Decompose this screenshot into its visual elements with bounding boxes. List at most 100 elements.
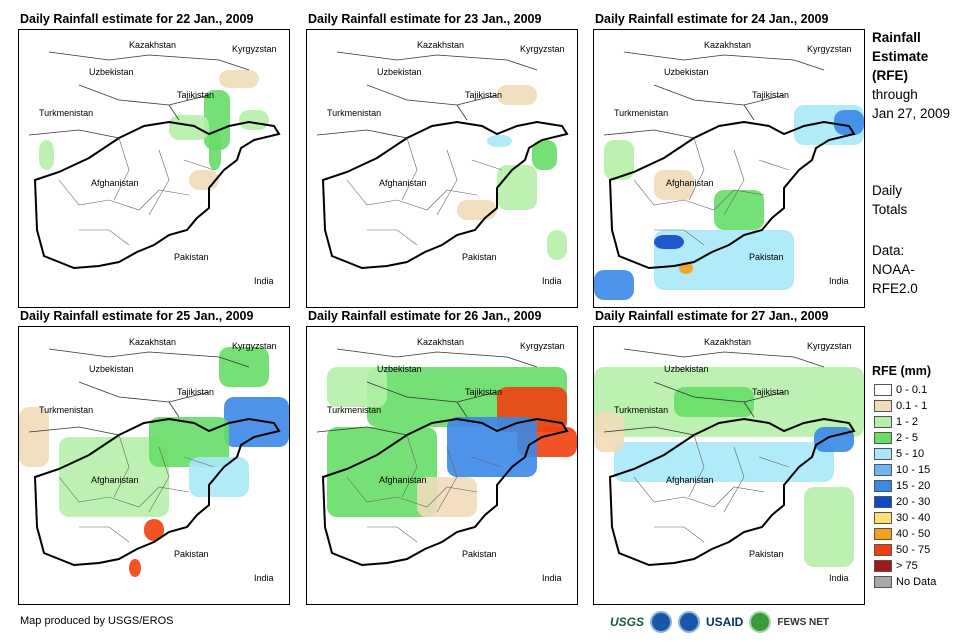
legend-item: 2 - 5: [874, 432, 919, 445]
country-label-kyrgyzstan: Kyrgyzstan: [807, 341, 852, 351]
panel-title-3: Daily Rainfall estimate for 24 Jan., 200…: [595, 12, 829, 26]
country-label-kyrgyzstan: Kyrgyzstan: [520, 44, 565, 54]
legend-swatch: [874, 448, 892, 461]
rainfall-area: [532, 140, 557, 170]
legend-swatch: [874, 576, 892, 589]
rainfall-area: [654, 230, 794, 290]
panel-title-4: Daily Rainfall estimate for 25 Jan., 200…: [20, 309, 254, 323]
map-panel-26jan: Kazakhstan Kyrgyzstan Uzbekistan Tajikistan…: [306, 326, 578, 605]
panel-title-6: Daily Rainfall estimate for 27 Jan., 200…: [595, 309, 829, 323]
rainfall-area: [219, 70, 259, 88]
legend-swatch: [874, 432, 892, 445]
legend-item: > 75: [874, 560, 918, 573]
rainfall-area: [714, 190, 764, 230]
country-borders: [316, 51, 538, 139]
partner-logos: USGS USAID FEWS NET: [610, 610, 829, 634]
rainfall-area: [594, 270, 634, 300]
panel-title-1: Daily Rainfall estimate for 22 Jan., 200…: [20, 12, 254, 26]
province-borders: [346, 434, 503, 543]
country-borders: [603, 348, 825, 436]
sidebar-through: through Jan 27, 2009: [872, 87, 951, 121]
country-label-afghanistan: Afghanistan: [379, 475, 427, 485]
country-label-kazakhstan: Kazakhstan: [417, 40, 465, 50]
country-label-kazakhstan: Kazakhstan: [417, 337, 465, 347]
rainfall-map: [594, 348, 864, 567]
rainfall-area: [239, 110, 269, 130]
afghanistan-border: [33, 120, 281, 270]
afghanistan-border: [321, 120, 569, 270]
province-borders: [633, 434, 790, 543]
country-label-pakistan: Pakistan: [174, 549, 209, 559]
legend-item: 30 - 40: [874, 512, 931, 525]
rainfall-area: [224, 397, 289, 447]
panel-title-5: Daily Rainfall estimate for 26 Jan., 200…: [308, 309, 542, 323]
country-borders: [28, 348, 250, 436]
country-borders: [316, 348, 538, 436]
country-label-kazakhstan: Kazakhstan: [129, 40, 177, 50]
rainfall-area: [497, 85, 537, 105]
rainfall-area: [209, 130, 221, 170]
rainfall-area: [547, 230, 567, 260]
country-label-kyrgyzstan: Kyrgyzstan: [520, 341, 565, 351]
rainfall-area: [654, 235, 684, 249]
rainfall-area: [457, 200, 497, 220]
legend-label: 50 - 75: [896, 544, 931, 556]
usgs-logo: USGS: [610, 615, 645, 629]
country-label-pakistan: Pakistan: [749, 549, 784, 559]
country-label-india: India: [254, 276, 274, 286]
country-label-india: India: [542, 276, 562, 286]
rainfall-area: [327, 427, 437, 517]
country-label-uzbekistan: Uzbekistan: [89, 364, 134, 374]
country-label-turkmenistan: Turkmenistan: [39, 405, 94, 415]
rainfall-map: [594, 51, 864, 300]
map-panel-24jan: Kazakhstan Kyrgyzstan Uzbekistan Tajikistan…: [593, 29, 865, 308]
country-label-india: India: [829, 276, 849, 286]
rainfall-area: [189, 457, 249, 497]
sidebar-title: Rainfall Estimate (RFE): [872, 30, 929, 83]
country-label-tajikistan: Tajikistan: [752, 387, 790, 397]
legend-label: 0.1 - 1: [896, 400, 928, 412]
legend-label: 30 - 40: [896, 512, 931, 524]
country-label-kyrgyzstan: Kyrgyzstan: [807, 44, 852, 54]
legend-item: 0.1 - 1: [874, 400, 928, 413]
province-borders: [633, 137, 790, 246]
country-borders: [28, 51, 250, 139]
legend-label: 15 - 20: [896, 480, 931, 492]
rainfall-area: [814, 427, 854, 452]
country-label-tajikistan: Tajikistan: [752, 90, 790, 100]
afghanistan-border: [608, 417, 856, 567]
rainfall-area: [654, 170, 694, 200]
country-label-tajikistan: Tajikistan: [465, 90, 503, 100]
rainfall-map: [316, 51, 569, 270]
rainfall-area: [169, 115, 209, 140]
rainfall-area: [149, 417, 229, 467]
sidebar-data-source: Data: NOAA- RFE2.0: [872, 243, 918, 296]
country-label-india: India: [254, 573, 274, 583]
province-borders: [346, 137, 503, 246]
country-label-uzbekistan: Uzbekistan: [377, 364, 422, 374]
legend-label: No Data: [896, 576, 937, 588]
map-panel-27jan: Kazakhstan Kyrgyzstan Uzbekistan Tajikistan…: [593, 326, 865, 605]
country-label-turkmenistan: Turkmenistan: [39, 108, 94, 118]
legend-item: 20 - 30: [874, 496, 930, 509]
legend-label: 2 - 5: [896, 432, 919, 444]
legend-swatch: [874, 496, 892, 509]
legend-item: 10 - 15: [874, 464, 930, 477]
legend-swatch: [874, 560, 892, 573]
usaid-logo: USAID: [706, 615, 744, 629]
panel-title-2: Daily Rainfall estimate for 23 Jan., 200…: [308, 12, 542, 26]
country-label-uzbekistan: Uzbekistan: [89, 67, 134, 77]
legend-swatch: [874, 512, 892, 525]
usaid-seal-icon: [678, 611, 701, 633]
rainfall-area: [487, 135, 512, 147]
map-panel-22jan: Kazakhstan Kyrgyzstan Uzbekistan Tajikistan…: [18, 29, 290, 308]
country-label-kyrgyzstan: Kyrgyzstan: [232, 341, 277, 351]
country-label-afghanistan: Afghanistan: [666, 178, 714, 188]
country-label-pakistan: Pakistan: [462, 549, 497, 559]
country-label-turkmenistan: Turkmenistan: [327, 405, 382, 415]
country-label-tajikistan: Tajikistan: [465, 387, 503, 397]
legend-swatch: [874, 384, 892, 397]
legend-swatch: [874, 416, 892, 429]
map-panel-25jan: Kazakhstan Kyrgyzstan Uzbekistan Tajikistan…: [18, 326, 290, 605]
country-label-pakistan: Pakistan: [174, 252, 209, 262]
